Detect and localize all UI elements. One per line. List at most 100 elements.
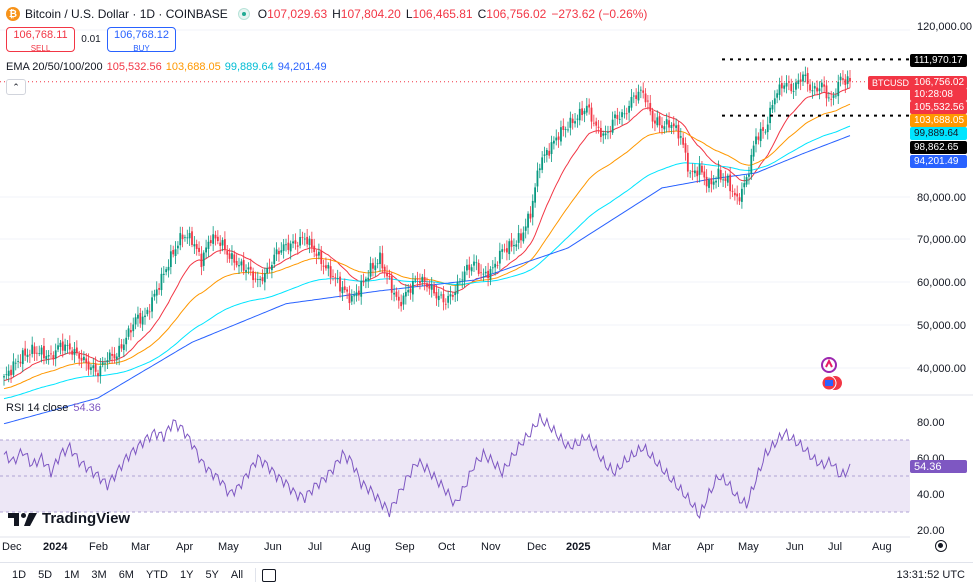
candle [134, 313, 137, 330]
market-status-icon[interactable] [237, 8, 250, 20]
utc-clock[interactable]: 13:31:52 UTC [896, 569, 965, 581]
ema100-tag: 99,889.64 [910, 127, 967, 140]
candle [816, 80, 818, 96]
candle [757, 132, 760, 145]
rsi-legend[interactable]: RSI 14 close 54.36 [6, 402, 101, 414]
candle [719, 165, 722, 183]
candle [308, 235, 311, 254]
ema-legend[interactable]: EMA 20/50/100/200 105,532.56 103,688.05 … [6, 61, 327, 73]
candle [790, 78, 793, 94]
buy-label: BUY [133, 44, 150, 53]
candle [216, 230, 219, 245]
candle [310, 231, 313, 253]
candle [536, 162, 539, 193]
candle [635, 88, 638, 107]
candle [113, 347, 116, 364]
candle [118, 337, 121, 366]
candle [341, 280, 344, 302]
candle [494, 256, 497, 276]
candle [273, 247, 276, 268]
candle [442, 286, 445, 311]
candle [268, 258, 271, 274]
price-axis-label: 40,000.00 [917, 363, 966, 375]
candle [557, 132, 560, 148]
candle [795, 78, 797, 96]
candle [515, 240, 518, 251]
candle [245, 264, 247, 281]
sell-button[interactable]: 106,768.11 SELL [6, 27, 75, 53]
candle [750, 148, 753, 180]
candle [818, 81, 821, 100]
timeframe-5d[interactable]: 5D [38, 569, 53, 581]
toolbar-divider [255, 568, 257, 582]
rsi-axis-label: 40.00 [917, 489, 945, 501]
tradingview-logo[interactable]: TradingView [8, 510, 130, 527]
candle [99, 358, 102, 384]
candle [240, 258, 243, 272]
candle [224, 231, 226, 255]
timeframe-ytd[interactable]: YTD [145, 569, 168, 581]
candle [489, 266, 492, 286]
candle [127, 325, 130, 340]
candle [538, 163, 541, 179]
candle [600, 120, 602, 143]
candle [849, 70, 851, 88]
candle [759, 122, 762, 148]
candle [38, 345, 41, 357]
economic-events-icon[interactable] [820, 356, 842, 374]
candle [717, 160, 720, 187]
collapse-legend-icon[interactable]: ⌃ [6, 79, 26, 95]
candle [172, 245, 175, 258]
candle [31, 336, 34, 358]
rsi-title: RSI 14 close [6, 402, 69, 414]
candle [651, 107, 654, 129]
date-range-calendar-icon[interactable] [262, 568, 277, 582]
candle [830, 90, 833, 107]
candle [508, 238, 511, 261]
candle [705, 169, 708, 193]
candle [139, 308, 142, 328]
candle [7, 364, 10, 383]
last-price-tag: 106,756.02 [910, 76, 967, 89]
ema20-value: 105,532.56 [106, 61, 162, 73]
buy-button[interactable]: 106,768.12 BUY [107, 27, 176, 53]
candle [47, 350, 50, 365]
candle [459, 278, 461, 285]
dividends-flag-icon[interactable] [820, 374, 842, 392]
timeframe-1m[interactable]: 1M [64, 569, 80, 581]
timeframe-1y[interactable]: 1Y [179, 569, 194, 581]
candle [280, 242, 283, 255]
timeframe-all[interactable]: All [230, 569, 244, 581]
candle [630, 88, 633, 111]
candle [181, 226, 184, 248]
candle [155, 281, 158, 304]
ema200-tag: 94,201.49 [910, 155, 967, 168]
time-axis-label: Sep [395, 541, 415, 553]
price-axis-label: 80,000.00 [917, 192, 966, 204]
candle [68, 335, 71, 355]
chart-area[interactable]: 120,000.00 80,000.00 70,000.00 60,000.00… [0, 0, 973, 562]
timeframe-3m[interactable]: 3M [91, 569, 107, 581]
candle [625, 107, 628, 120]
candle [623, 105, 626, 119]
high-value: 107,804.20 [340, 7, 401, 21]
candle [562, 118, 565, 137]
candle [752, 140, 755, 162]
candle [550, 135, 553, 162]
candle [207, 235, 210, 257]
candle [28, 349, 31, 364]
candle [785, 75, 788, 94]
candle [332, 269, 334, 281]
candle [61, 333, 64, 358]
candle [503, 243, 506, 253]
candle [679, 128, 682, 145]
timeframe-5y[interactable]: 5Y [205, 569, 219, 581]
settings-icon[interactable] [935, 540, 947, 552]
candle [835, 88, 837, 99]
candle [672, 116, 675, 135]
timeframe-6m[interactable]: 6M [118, 569, 134, 581]
symbol-title[interactable]: Bitcoin / U.S. Dollar · 1D · COINBASE [25, 7, 228, 21]
candle [644, 88, 647, 108]
timeframe-1d[interactable]: 1D [12, 569, 27, 581]
candle [496, 261, 499, 269]
